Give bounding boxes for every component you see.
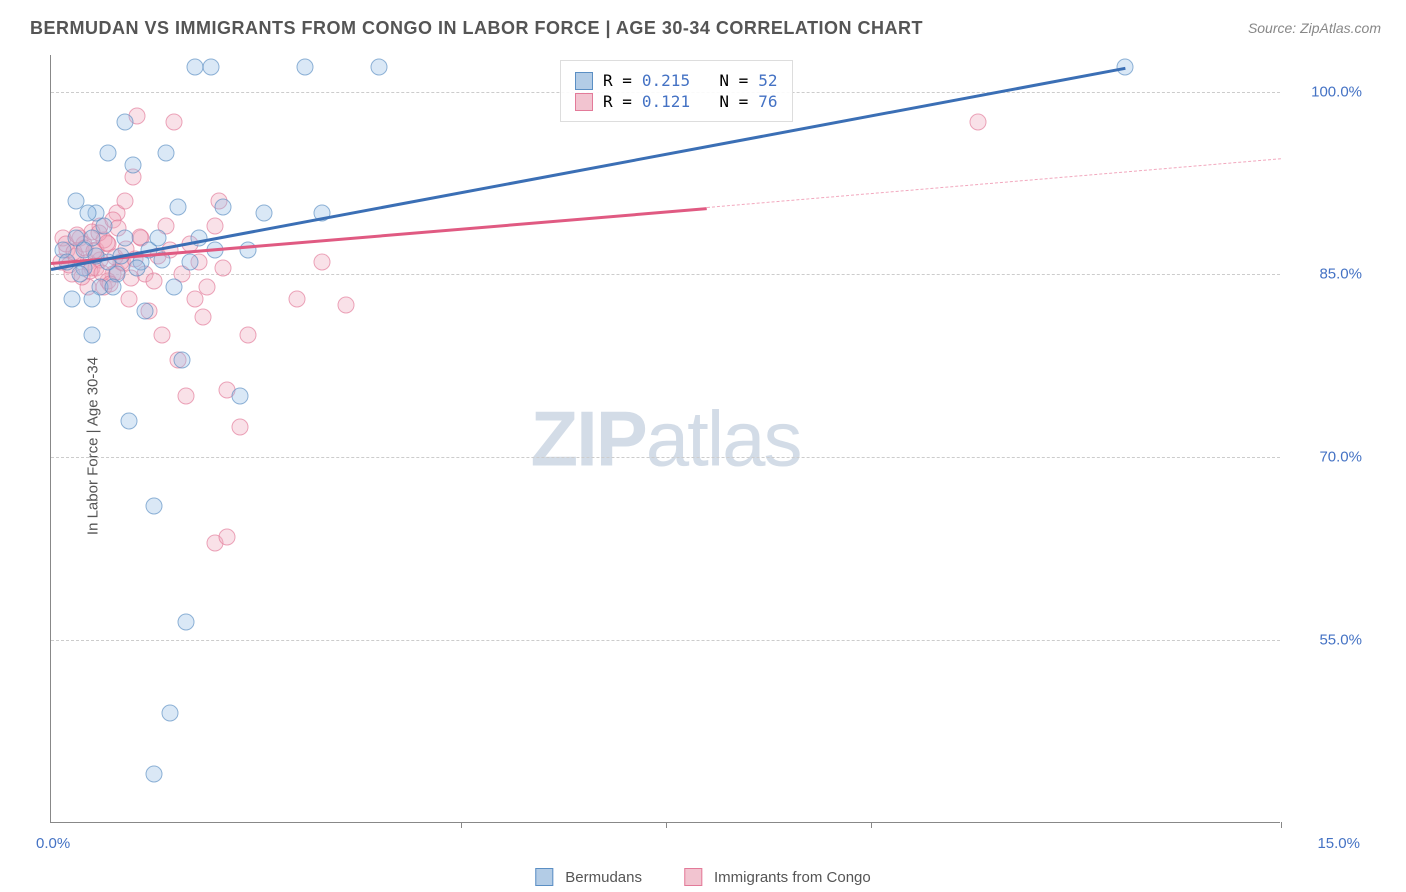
data-point — [116, 229, 133, 246]
ytick-label: 100.0% — [1292, 83, 1362, 100]
r-value-2: 0.121 — [642, 92, 690, 111]
ytick-label: 55.0% — [1292, 632, 1362, 649]
data-point — [71, 266, 88, 283]
legend-swatch-congo — [684, 868, 702, 886]
legend-row-1: R = 0.215 N = 52 — [575, 71, 778, 90]
data-point — [170, 199, 187, 216]
data-point — [63, 290, 80, 307]
data-point — [198, 278, 215, 295]
gridline — [51, 640, 1280, 641]
data-point — [116, 114, 133, 131]
data-point — [256, 205, 273, 222]
xtick-right: 15.0% — [1317, 835, 1360, 852]
ytick-label: 85.0% — [1292, 266, 1362, 283]
data-point — [145, 272, 162, 289]
data-point — [215, 199, 232, 216]
data-point — [289, 290, 306, 307]
data-point — [231, 418, 248, 435]
data-point — [145, 498, 162, 515]
r-value-1: 0.215 — [642, 71, 690, 90]
ytick-label: 70.0% — [1292, 449, 1362, 466]
data-point — [178, 613, 195, 630]
data-point — [145, 766, 162, 783]
data-point — [84, 290, 101, 307]
xtick-mark — [871, 822, 872, 828]
data-point — [202, 59, 219, 76]
data-point — [166, 278, 183, 295]
xtick-mark — [1281, 822, 1282, 828]
data-point — [166, 114, 183, 131]
n-value-1: 52 — [758, 71, 777, 90]
legend-swatch-pink — [575, 93, 593, 111]
legend-swatch-bermudans — [535, 868, 553, 886]
legend-stats: R = 0.215 N = 52 R = 0.121 N = 76 — [560, 60, 793, 122]
data-point — [116, 193, 133, 210]
data-point — [182, 254, 199, 271]
legend-label-2: Immigrants from Congo — [714, 869, 871, 886]
data-point — [371, 59, 388, 76]
data-point — [215, 260, 232, 277]
xtick-mark — [666, 822, 667, 828]
xtick-left: 0.0% — [36, 835, 70, 852]
data-point — [79, 205, 96, 222]
chart-title: BERMUDAN VS IMMIGRANTS FROM CONGO IN LAB… — [30, 18, 923, 39]
data-point — [338, 296, 355, 313]
data-point — [194, 309, 211, 326]
data-point — [100, 144, 117, 161]
data-point — [104, 278, 121, 295]
data-point — [84, 327, 101, 344]
xtick-mark — [461, 822, 462, 828]
gridline — [51, 274, 1280, 275]
plot-area: ZIPatlas 100.0%85.0%70.0%55.0%0.0%15.0% — [50, 55, 1280, 823]
watermark: ZIPatlas — [530, 393, 800, 484]
data-point — [157, 144, 174, 161]
legend-series: Bermudans Immigrants from Congo — [535, 868, 870, 886]
source-text: Source: ZipAtlas.com — [1248, 20, 1381, 36]
watermark-atlas: atlas — [646, 394, 801, 482]
data-point — [161, 705, 178, 722]
data-point — [313, 254, 330, 271]
data-point — [186, 59, 203, 76]
data-point — [153, 327, 170, 344]
data-point — [149, 229, 166, 246]
data-point — [129, 260, 146, 277]
n-value-2: 76 — [758, 92, 777, 111]
gridline — [51, 457, 1280, 458]
data-point — [207, 217, 224, 234]
legend-label-1: Bermudans — [565, 869, 642, 886]
data-point — [137, 303, 154, 320]
data-point — [67, 229, 84, 246]
watermark-zip: ZIP — [530, 394, 645, 482]
legend-row-2: R = 0.121 N = 76 — [575, 92, 778, 111]
data-point — [120, 412, 137, 429]
data-point — [125, 156, 142, 173]
data-point — [174, 351, 191, 368]
legend-swatch-blue — [575, 72, 593, 90]
data-point — [178, 388, 195, 405]
data-point — [231, 388, 248, 405]
data-point — [219, 528, 236, 545]
data-point — [120, 290, 137, 307]
data-point — [297, 59, 314, 76]
data-point — [969, 114, 986, 131]
trend-line — [707, 159, 1281, 209]
data-point — [96, 217, 113, 234]
data-point — [239, 327, 256, 344]
